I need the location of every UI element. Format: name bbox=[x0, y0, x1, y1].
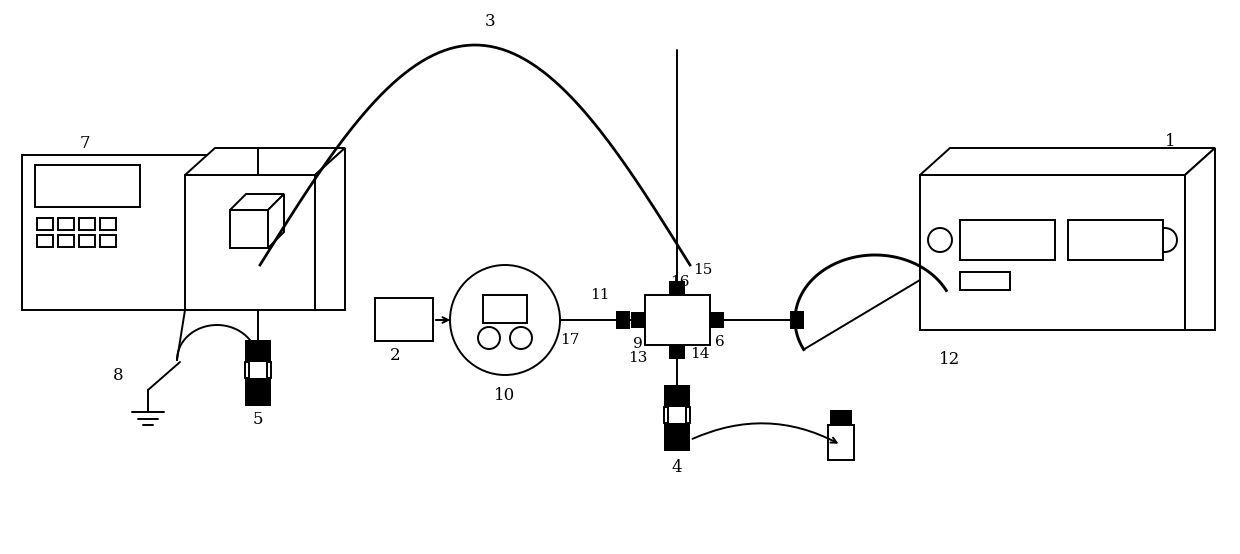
Text: 14: 14 bbox=[691, 347, 709, 361]
Polygon shape bbox=[185, 148, 345, 175]
Bar bbox=[1068, 220, 1163, 260]
Text: 13: 13 bbox=[629, 351, 647, 365]
Text: 2: 2 bbox=[389, 346, 401, 363]
Bar bbox=[100, 218, 117, 230]
Text: 7: 7 bbox=[79, 135, 91, 151]
Bar bbox=[246, 340, 272, 362]
Bar bbox=[960, 220, 1055, 260]
Bar bbox=[663, 423, 689, 451]
Text: 17: 17 bbox=[560, 333, 579, 347]
Polygon shape bbox=[268, 194, 284, 248]
Bar bbox=[960, 272, 1011, 290]
Bar bbox=[58, 235, 74, 247]
Bar bbox=[790, 311, 804, 329]
Polygon shape bbox=[229, 194, 284, 210]
Text: 5: 5 bbox=[253, 412, 263, 428]
Text: 11: 11 bbox=[590, 288, 610, 302]
Text: 16: 16 bbox=[671, 275, 689, 289]
Polygon shape bbox=[315, 148, 345, 310]
Bar bbox=[79, 235, 95, 247]
Bar bbox=[79, 218, 95, 230]
Bar bbox=[229, 210, 268, 248]
Bar bbox=[711, 312, 724, 328]
Circle shape bbox=[477, 327, 500, 349]
Bar bbox=[100, 235, 117, 247]
Bar bbox=[631, 312, 645, 328]
Bar bbox=[35, 165, 140, 207]
Text: 12: 12 bbox=[940, 351, 961, 368]
Bar bbox=[645, 295, 711, 345]
Bar bbox=[37, 218, 53, 230]
Circle shape bbox=[450, 265, 560, 375]
Polygon shape bbox=[920, 148, 1215, 175]
Text: 1: 1 bbox=[1164, 134, 1176, 151]
Text: 15: 15 bbox=[693, 263, 713, 277]
Bar bbox=[246, 378, 272, 406]
Bar bbox=[374, 298, 433, 341]
Bar bbox=[670, 281, 684, 295]
Bar bbox=[22, 155, 207, 310]
Bar bbox=[616, 311, 630, 329]
Circle shape bbox=[1153, 228, 1177, 252]
Bar bbox=[830, 410, 852, 425]
Polygon shape bbox=[1185, 148, 1215, 330]
Bar bbox=[37, 235, 53, 247]
Bar bbox=[58, 218, 74, 230]
Bar bbox=[484, 295, 527, 323]
Bar bbox=[663, 385, 689, 407]
Circle shape bbox=[928, 228, 952, 252]
Bar bbox=[828, 425, 854, 460]
Text: 8: 8 bbox=[113, 367, 123, 383]
Bar bbox=[920, 175, 1185, 330]
Text: 10: 10 bbox=[495, 387, 516, 403]
Text: 6: 6 bbox=[715, 335, 725, 349]
Text: 3: 3 bbox=[485, 13, 495, 30]
Bar bbox=[670, 345, 684, 359]
Text: 9: 9 bbox=[634, 337, 642, 351]
Circle shape bbox=[510, 327, 532, 349]
Text: 4: 4 bbox=[672, 459, 682, 475]
Bar bbox=[185, 175, 315, 310]
